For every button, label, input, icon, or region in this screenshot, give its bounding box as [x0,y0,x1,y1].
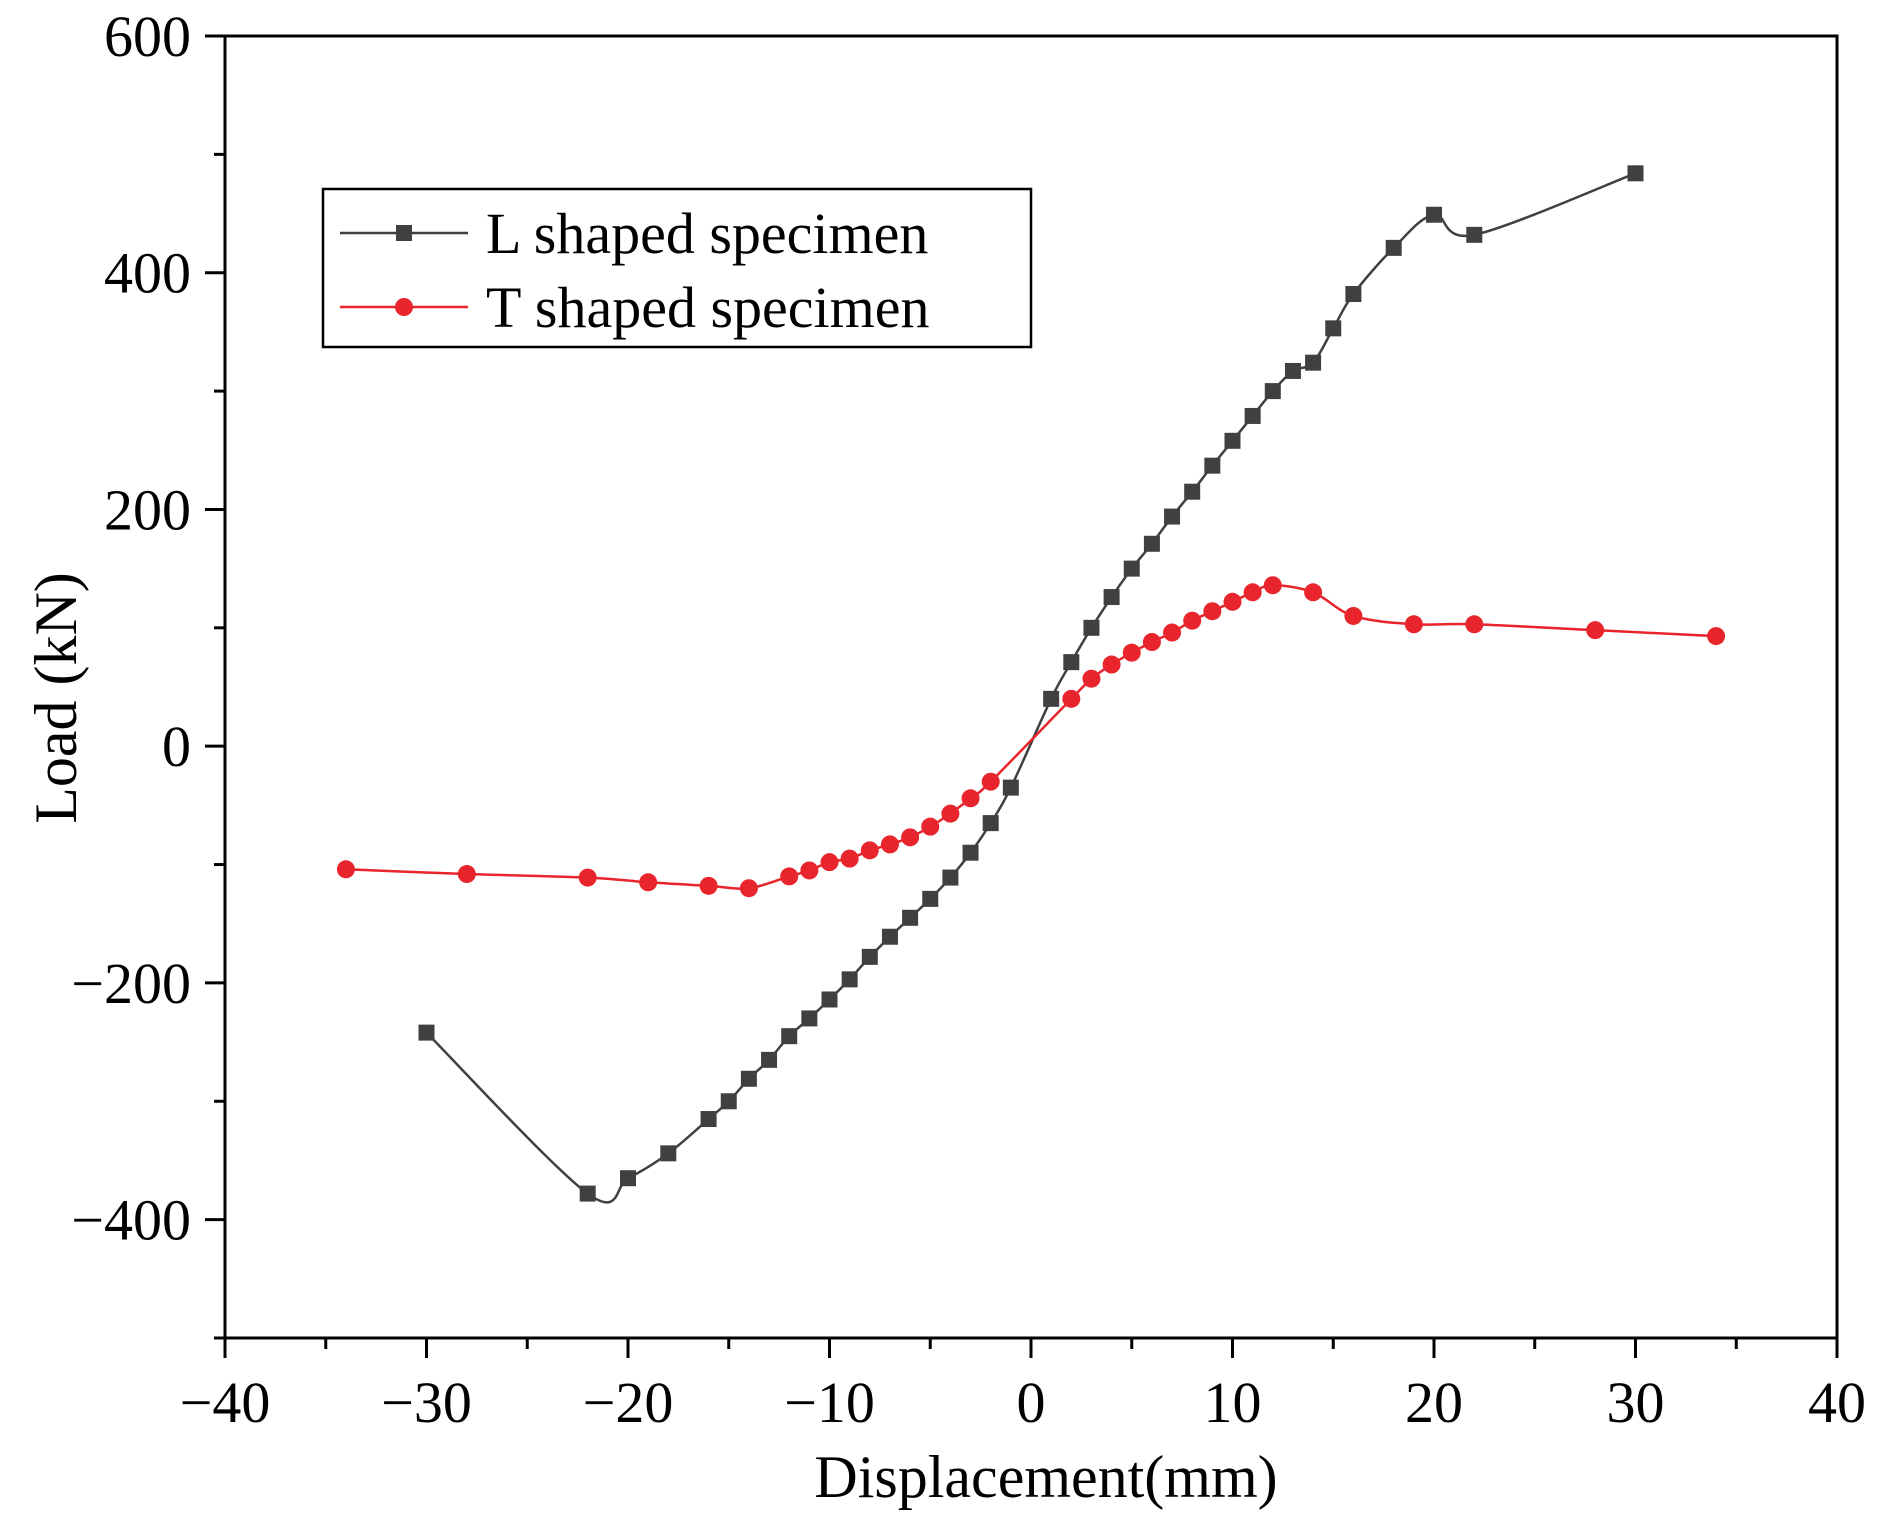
t-shaped-data-point [1223,592,1242,611]
l-shaped-data-point [740,1070,757,1087]
l-shaped-data-point [841,971,858,988]
t-shaped-data-point [1142,633,1161,652]
x-tick-label: −10 [784,1370,875,1435]
l-shaped-data-point [1002,779,1019,796]
t-shaped-data-point [901,828,920,847]
t-shaped-data-point [860,841,879,860]
y-tick-label: −400 [71,1188,191,1253]
t-shaped-data-point [820,853,839,872]
x-tick-label: 30 [1607,1370,1665,1435]
l-shaped-data-point [1184,483,1201,500]
t-shaped-data-point [639,873,658,892]
t-shaped-data-point [1243,583,1262,602]
l-shaped-data-point [761,1051,778,1068]
t-shaped-data-point [457,865,476,884]
l-shaped-data-point [1345,286,1362,303]
y-axis-title: Load (kN) [23,572,89,824]
l-shaped-data-point [922,890,939,907]
t-shaped-data-point [336,860,355,879]
x-tick-label: −30 [381,1370,472,1435]
t-shaped-data-point [1163,623,1182,642]
l-shaped-data-point [1385,239,1402,256]
l-shaped-data-point [1305,354,1322,371]
t-shaped-data-point [941,804,960,823]
l-shaped-data-point [1224,432,1241,449]
l-shaped-data-point [720,1093,737,1110]
l-shaped-data-point [1083,619,1100,636]
l-shaped-data-point [962,844,979,861]
l-shaped-data-point [942,869,959,886]
t-shaped-data-point [1707,627,1726,646]
l-shaped-data-point [1063,654,1080,671]
l-shaped-data-point [1164,508,1181,525]
l-shaped-data-point [1103,589,1120,606]
l-shaped-data-point [861,948,878,965]
t-shaped-data-point [1183,611,1202,630]
t-shaped-data-point [1102,655,1121,674]
t-shaped-legend-marker [395,298,413,316]
l-shaped-data-point [1627,165,1644,182]
l-shaped-data-point [1466,226,1483,243]
x-tick-label: −40 [180,1370,271,1435]
x-tick-label: 0 [1017,1370,1046,1435]
l-shaped-data-point [902,909,919,926]
l-shaped-data-point [1244,407,1261,424]
y-tick-label: 0 [162,714,191,779]
t-shaped-data-point [578,868,597,887]
t-shaped-data-point [880,835,899,854]
t-shaped-data-point [1344,606,1363,625]
x-tick-label: 40 [1808,1370,1866,1435]
t-shaped-data-point [699,876,718,895]
l-shaped-legend-label: L shaped specimen [486,201,928,266]
l-shaped-data-point [1043,690,1060,707]
l-shaped-data-point [1264,383,1281,400]
l-shaped-data-point [700,1111,717,1128]
x-tick-label: −20 [583,1370,674,1435]
t-shaped-data-point [1404,615,1423,634]
x-tick-label: 10 [1204,1370,1262,1435]
t-shaped-data-point [840,849,859,868]
l-shaped-data-point [1204,457,1221,474]
l-shaped-data-point [1325,320,1342,337]
t-shaped-data-point [1304,583,1323,602]
t-shaped-data-point [1203,602,1222,621]
l-shaped-data-point [418,1024,435,1041]
l-shaped-data-point [1284,362,1301,379]
l-shaped-data-point [660,1145,677,1162]
t-shaped-data-point [1082,669,1101,688]
l-shaped-data-point [982,815,999,832]
legend-box [321,187,1033,349]
t-shaped-data-point [1465,615,1484,634]
t-shaped-data-point [1062,689,1081,708]
y-tick-label: 600 [104,4,191,69]
l-shaped-data-point [801,1010,818,1027]
l-shaped-legend-marker [396,225,412,241]
t-shaped-data-point [961,789,980,808]
t-shaped-data-point [800,861,819,880]
x-tick-label: 20 [1405,1370,1463,1435]
l-shaped-data-point [620,1170,636,1187]
t-shaped-data-point [921,817,940,836]
t-shaped-data-point [1122,643,1141,662]
l-shaped-data-point [821,991,838,1008]
y-tick-label: 400 [104,241,191,306]
t-shaped-data-point [1586,621,1605,640]
t-shaped-data-point [780,867,799,886]
y-tick-label: −200 [71,951,191,1016]
l-shaped-data-point [1123,560,1140,577]
t-shaped-data-point [1263,576,1282,595]
l-shaped-data-point [781,1028,798,1045]
t-shaped-data-point [739,879,758,898]
l-shaped-data-point [881,928,898,945]
l-shaped-data-point [579,1185,596,1202]
l-shaped-data-point [1426,206,1442,223]
y-tick-label: 200 [104,477,191,542]
x-axis-title: Displacement(mm) [814,1444,1277,1510]
t-shaped-legend-label: T shaped specimen [486,275,929,340]
l-shaped-data-point [1143,535,1160,552]
t-shaped-data-point [981,772,1000,791]
t-shaped-series-line [345,583,1717,890]
